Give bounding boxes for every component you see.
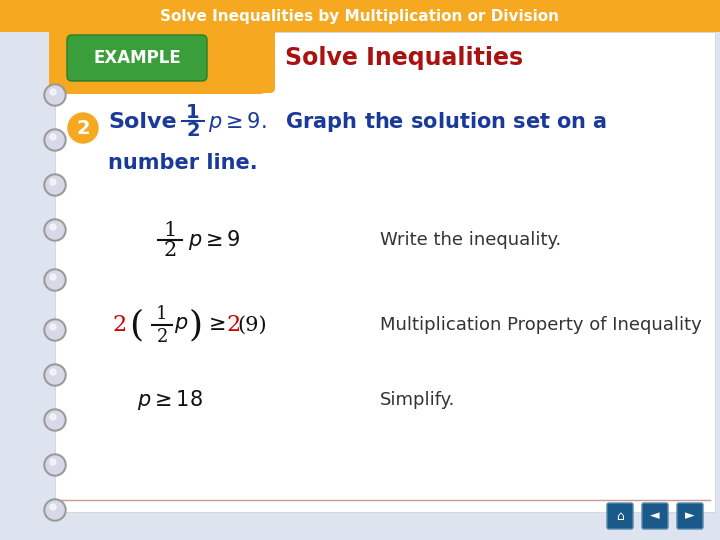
Circle shape xyxy=(46,456,64,474)
Text: $p$: $p$ xyxy=(174,315,188,335)
FancyBboxPatch shape xyxy=(677,503,703,529)
Text: 2: 2 xyxy=(186,120,200,139)
Circle shape xyxy=(44,269,66,291)
Circle shape xyxy=(44,174,66,196)
Circle shape xyxy=(50,134,56,140)
Circle shape xyxy=(44,499,66,521)
Text: 1: 1 xyxy=(186,104,200,123)
FancyBboxPatch shape xyxy=(607,503,633,529)
Text: ⌂: ⌂ xyxy=(616,510,624,523)
Text: Solve Inequalities by Multiplication or Division: Solve Inequalities by Multiplication or … xyxy=(161,9,559,24)
Text: ◄: ◄ xyxy=(650,510,660,523)
Circle shape xyxy=(44,454,66,476)
Text: Write the inequality.: Write the inequality. xyxy=(380,231,562,249)
Circle shape xyxy=(50,274,56,280)
FancyBboxPatch shape xyxy=(642,503,668,529)
Text: 2: 2 xyxy=(227,314,241,336)
Text: 1: 1 xyxy=(163,220,176,240)
Circle shape xyxy=(46,176,64,194)
Circle shape xyxy=(50,224,56,230)
Text: ): ) xyxy=(189,308,203,342)
Text: $\geq$: $\geq$ xyxy=(204,315,225,334)
Circle shape xyxy=(46,271,64,289)
Text: ►: ► xyxy=(685,510,695,523)
Circle shape xyxy=(46,221,64,239)
Circle shape xyxy=(50,504,56,510)
Text: Multiplication Property of Inequality: Multiplication Property of Inequality xyxy=(380,316,702,334)
Text: $p \geq 9$: $p \geq 9$ xyxy=(188,228,240,252)
Circle shape xyxy=(50,179,56,185)
Circle shape xyxy=(44,129,66,151)
Circle shape xyxy=(50,324,56,330)
Circle shape xyxy=(46,501,64,519)
Text: EXAMPLE: EXAMPLE xyxy=(93,49,181,67)
Circle shape xyxy=(50,89,56,95)
Text: (9): (9) xyxy=(237,315,267,334)
Circle shape xyxy=(50,459,56,465)
Text: 2: 2 xyxy=(156,328,168,346)
Text: number line.: number line. xyxy=(108,153,258,173)
Circle shape xyxy=(44,364,66,386)
FancyBboxPatch shape xyxy=(55,32,715,512)
Circle shape xyxy=(44,219,66,241)
Text: 2: 2 xyxy=(163,241,176,260)
FancyBboxPatch shape xyxy=(0,0,720,32)
Circle shape xyxy=(44,319,66,341)
Text: $p \geq 18$: $p \geq 18$ xyxy=(137,388,203,412)
Text: (: ( xyxy=(129,308,143,342)
Text: Simplify.: Simplify. xyxy=(380,391,455,409)
Text: 1: 1 xyxy=(156,305,168,323)
FancyBboxPatch shape xyxy=(50,25,275,93)
Circle shape xyxy=(46,366,64,384)
Circle shape xyxy=(68,113,98,143)
Polygon shape xyxy=(55,32,260,85)
Text: Solve Inequalities: Solve Inequalities xyxy=(285,46,523,70)
Circle shape xyxy=(50,369,56,375)
Text: $p \geq 9.$  Graph the solution set on a: $p \geq 9.$ Graph the solution set on a xyxy=(208,110,608,134)
Circle shape xyxy=(50,414,56,420)
Text: Solve: Solve xyxy=(108,112,176,132)
Text: 2: 2 xyxy=(76,118,90,138)
Circle shape xyxy=(44,84,66,106)
Text: 2: 2 xyxy=(113,314,127,336)
Circle shape xyxy=(46,131,64,149)
FancyBboxPatch shape xyxy=(67,35,207,81)
Circle shape xyxy=(44,409,66,431)
Circle shape xyxy=(46,321,64,339)
Circle shape xyxy=(46,411,64,429)
Circle shape xyxy=(46,86,64,104)
FancyBboxPatch shape xyxy=(49,26,266,94)
